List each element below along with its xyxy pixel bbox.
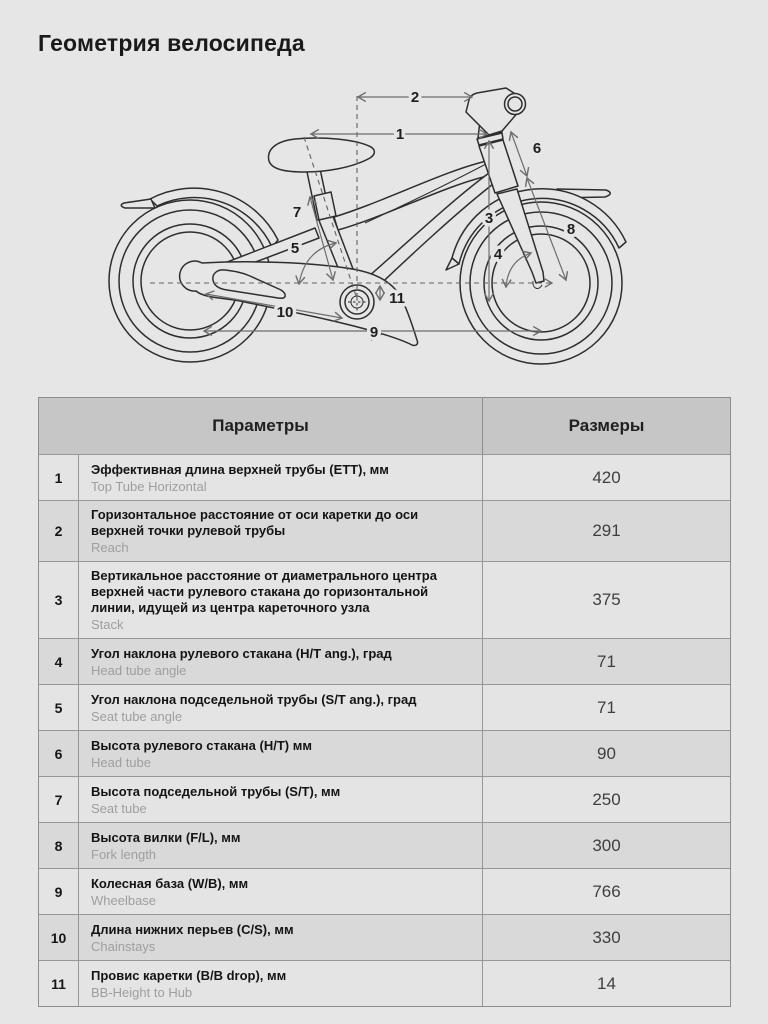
- param-name-en: Wheelbase: [91, 892, 157, 908]
- callout-1: 1: [396, 126, 404, 143]
- table-row: 6 Высота рулевого стакана (H/T) мм Head …: [39, 730, 730, 776]
- param-name-en: Head tube angle: [91, 662, 187, 678]
- dimension-callouts: 1 2 3 4 5 6 7 8 9 10 11: [202, 86, 579, 345]
- front-fender: [445, 188, 627, 271]
- param-cell: Высота рулевого стакана (H/T) мм Head tu…: [79, 731, 483, 776]
- dim-line-8-fork: [524, 176, 569, 282]
- brake-cable: [364, 163, 487, 224]
- bike-illustration: [108, 87, 627, 365]
- row-number: 3: [39, 562, 79, 638]
- callout-10: 10: [277, 304, 294, 321]
- param-cell: Высота подседельной трубы (S/T), мм Seat…: [79, 777, 483, 822]
- rear-fender: [120, 187, 279, 248]
- param-cell: Колесная база (W/B), мм Wheelbase: [79, 869, 483, 914]
- param-cell: Эффективная длина верхней трубы (ETT), м…: [79, 455, 483, 500]
- table-row: 11 Провис каретки (B/B drop), мм BB-Heig…: [39, 960, 730, 1006]
- table-row: 7 Высота подседельной трубы (S/T), мм Se…: [39, 776, 730, 822]
- dim-line-10-chainstay: [204, 290, 344, 322]
- value-cell: 14: [597, 973, 616, 993]
- header-sizes: Размеры: [568, 416, 645, 435]
- param-cell: Высота вилки (F/L), мм Fork length: [79, 823, 483, 868]
- bottom-bracket: [339, 284, 375, 320]
- param-name-en: Seat tube angle: [91, 708, 183, 724]
- param-name-ru: Высота рулевого стакана (H/T) мм: [91, 737, 312, 753]
- headset-spacer: [476, 132, 504, 146]
- value-cell: 375: [592, 590, 621, 609]
- param-name-ru: Угол наклона подседельной трубы (S/T ang…: [91, 691, 417, 707]
- callout-3: 3: [485, 210, 493, 227]
- header-parameters: Параметры: [39, 398, 483, 454]
- param-cell: Провис каретки (B/B drop), мм BB-Height …: [79, 961, 483, 1006]
- callout-5: 5: [291, 240, 299, 257]
- callout-8: 8: [567, 221, 575, 238]
- param-name-en: Head tube: [91, 754, 151, 770]
- value-cell: 420: [592, 467, 621, 487]
- param-name-ru: Провис каретки (B/B drop), мм: [91, 967, 287, 983]
- value-cell: 90: [597, 743, 616, 763]
- param-name-en: Stack: [91, 617, 124, 632]
- page-title: Геометрия велосипеда: [38, 30, 305, 56]
- param-name-en: Seat tube: [91, 800, 147, 816]
- table-header: Параметры Размеры: [39, 398, 730, 454]
- table-row: 3 Вертикальное расстояние от диаметральн…: [39, 561, 730, 638]
- param-name-en: Top Tube Horizontal: [91, 478, 207, 494]
- callout-9: 9: [370, 324, 378, 341]
- param-cell: Длина нижних перьев (C/S), мм Chainstays: [79, 915, 483, 960]
- param-name-ru: Колесная база (W/B), мм: [91, 875, 249, 891]
- row-number: 9: [39, 869, 79, 914]
- value-cell: 300: [592, 835, 621, 855]
- callout-11: 11: [389, 290, 405, 307]
- callout-7: 7: [293, 204, 301, 221]
- param-name-en: Reach: [91, 540, 129, 555]
- value-cell: 330: [592, 927, 621, 947]
- value-cell: 291: [592, 521, 621, 540]
- param-name-ru: Высота вилки (F/L), мм: [91, 829, 241, 845]
- row-number: 6: [39, 731, 79, 776]
- table-body: 1 Эффективная длина верхней трубы (ETT),…: [39, 454, 730, 1006]
- table-row: 8 Высота вилки (F/L), мм Fork length 300: [39, 822, 730, 868]
- row-number: 5: [39, 685, 79, 730]
- row-number: 7: [39, 777, 79, 822]
- param-name-ru: Высота подседельной трубы (S/T), мм: [91, 783, 341, 799]
- callout-6: 6: [533, 140, 541, 157]
- param-name-en: BB-Height to Hub: [91, 984, 193, 1000]
- param-name-ru: Горизонтальное расстояние от оси каретки…: [91, 507, 419, 538]
- row-number: 11: [39, 961, 79, 1006]
- param-cell: Горизонтальное расстояние от оси каретки…: [79, 501, 483, 561]
- dim-line-6-head-tube: [508, 130, 530, 178]
- callout-2: 2: [411, 89, 419, 106]
- row-number: 4: [39, 639, 79, 684]
- saddle: [267, 137, 376, 173]
- param-name-ru: Вертикальное расстояние от диаметральног…: [91, 568, 437, 615]
- param-cell: Угол наклона рулевого стакана (H/T ang.)…: [79, 639, 483, 684]
- param-name-ru: Угол наклона рулевого стакана (H/T ang.)…: [91, 645, 392, 661]
- param-name-ru: Длина нижних перьев (C/S), мм: [91, 921, 294, 937]
- table-row: 9 Колесная база (W/B), мм Wheelbase 766: [39, 868, 730, 914]
- table-row: 5 Угол наклона подседельной трубы (S/T a…: [39, 684, 730, 730]
- row-number: 8: [39, 823, 79, 868]
- bike-geometry-diagram: 1 2 3 4 5 6 7 8 9 10 11: [108, 86, 627, 365]
- value-cell: 766: [592, 881, 621, 901]
- row-number: 1: [39, 455, 79, 500]
- param-name-en: Chainstays: [91, 938, 156, 954]
- dim-line-7-seat-tube: [306, 195, 337, 282]
- row-number: 10: [39, 915, 79, 960]
- param-cell: Вертикальное расстояние от диаметральног…: [79, 562, 483, 638]
- param-name-en: Fork length: [91, 846, 157, 862]
- table-row: 2 Горизонтальное расстояние от оси карет…: [39, 500, 730, 561]
- callout-4: 4: [494, 246, 503, 263]
- param-cell: Угол наклона подседельной трубы (S/T ang…: [79, 685, 483, 730]
- table-row: 10 Длина нижних перьев (C/S), мм Chainst…: [39, 914, 730, 960]
- value-cell: 250: [592, 789, 621, 809]
- value-cell: 71: [597, 697, 616, 717]
- geometry-table: Параметры Размеры 1 Эффективная длина ве…: [38, 397, 731, 1007]
- value-cell: 71: [597, 651, 616, 671]
- table-row: 1 Эффективная длина верхней трубы (ETT),…: [39, 454, 730, 500]
- table-row: 4 Угол наклона рулевого стакана (H/T ang…: [39, 638, 730, 684]
- row-number: 2: [39, 501, 79, 561]
- param-name-ru: Эффективная длина верхней трубы (ETT), м…: [91, 461, 389, 477]
